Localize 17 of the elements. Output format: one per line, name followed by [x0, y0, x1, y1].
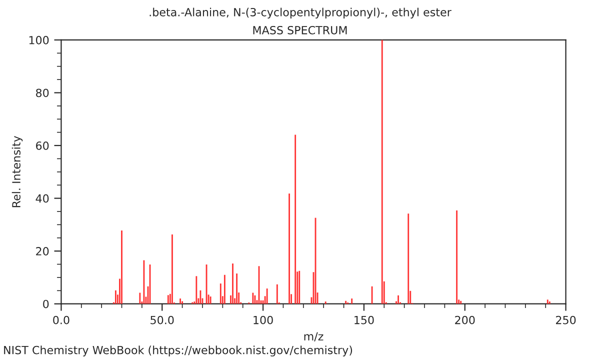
y-tick-label: 0 — [43, 300, 49, 308]
x-tick-label: 150 — [354, 316, 374, 324]
y-tick-label: 60 — [36, 141, 49, 150]
x-tick-label: 0.0 — [53, 316, 70, 324]
x-axis-title: m/z — [304, 332, 324, 342]
y-tick-label: 40 — [36, 194, 49, 203]
text: NIST Chemistry WebBook (https://webbook.nist.gov/chemistry) — [4, 346, 352, 356]
chart-title: .beta.-Alanine, N-(3-cyclopentylpropionyl)-, ethyl ester — [150, 8, 452, 19]
y-axis-title: Rel. Intensity — [12, 136, 23, 208]
x-tick-label: 250 — [556, 316, 576, 324]
y-tick-label: 100 — [29, 36, 49, 44]
chart-subtitle: MASS SPECTRUM — [253, 26, 347, 34]
y-tick-label: 20 — [36, 247, 49, 256]
x-tick-label: 100 — [254, 316, 273, 324]
x-tick-label: 50.0 — [150, 316, 174, 324]
x-tick-label: 200 — [455, 316, 475, 324]
y-tick-label: 80 — [36, 88, 49, 98]
